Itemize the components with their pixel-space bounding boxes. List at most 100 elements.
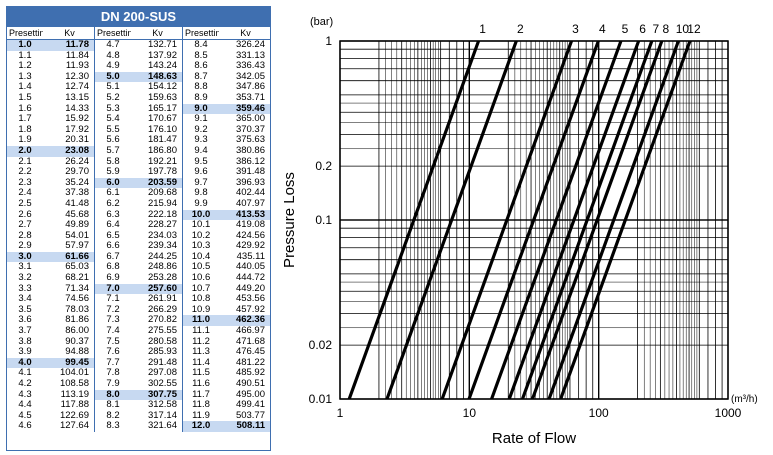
presetting-cell: 2.8: [18, 229, 32, 241]
table-row: 4.4 117.88 8.1 312.58 11.8 499.41: [7, 400, 270, 411]
header-kv: Kv: [43, 27, 94, 40]
presetting-cell: 4.6: [18, 420, 32, 432]
table-row: 4.2 108.58 7.9 302.55 11.6 490.51: [7, 378, 270, 390]
column-divider: [182, 92, 183, 104]
column-divider: [94, 71, 95, 83]
table-row: 3.8 90.37 7.5 280.58 11.2 471.68: [7, 336, 270, 348]
presetting-cell: 1.8: [18, 123, 32, 135]
presetting-cell: 12.0: [183, 421, 219, 432]
presetting-cell: 2.7: [18, 219, 32, 231]
kv-cell: 94.88: [65, 346, 89, 358]
column-divider: [182, 177, 183, 189]
kv-cell: 435.11: [236, 250, 265, 262]
presetting-cell: 4.9: [106, 60, 120, 72]
presetting-cell: 11.3: [192, 346, 210, 358]
y-tick-label: 0.02: [309, 338, 333, 352]
kv-cell: 17.92: [65, 123, 89, 135]
x-tick-label: 100: [589, 406, 609, 420]
kv-cell: 291.48: [147, 356, 177, 368]
column-divider: [94, 167, 95, 178]
kv-cell: 275.55: [147, 325, 177, 337]
column-divider: [182, 114, 183, 125]
table-row: 1.6 14.33 5.3 165.17 9.0 359.46: [7, 103, 270, 115]
table-row: 1.5 13.15 5.2 159.63 8.9 353.71: [7, 91, 270, 104]
kv-cell: 485.92: [235, 367, 265, 379]
presetting-cell: 10.9: [191, 303, 211, 315]
kv-cell: 365.00: [235, 113, 265, 125]
presetting-cell: 9.5: [194, 155, 208, 167]
presetting-cell: 5.7: [106, 144, 120, 156]
kv-cell: 234.03: [147, 229, 177, 241]
presetting-cell: 7.9: [106, 378, 120, 389]
table-row: 2.1 26.24 5.8 192.21 9.5 386.12: [7, 155, 270, 168]
column-divider: [182, 347, 183, 358]
presetting-cell: 8.6: [194, 60, 208, 72]
presetting-cell: 4.1: [18, 367, 32, 379]
presetting-cell: 5.9: [106, 166, 120, 178]
table-row: 1.7 15.92 5.4 170.67 9.1 365.00: [7, 114, 270, 125]
table-row: 1.8 17.92 5.5 176.10 9.2 370.37: [7, 123, 270, 136]
presetting-cell: 1.0: [7, 39, 43, 51]
kv-cell: 197.78: [147, 166, 177, 178]
column-divider: [94, 273, 95, 284]
presetting-cell: 6.0: [95, 177, 131, 189]
table-row: 4.3 113.19 8.0 307.75 11.7 495.00: [7, 389, 270, 401]
presetting-cell: 6.6: [106, 240, 120, 252]
table-row: 3.1 65.03 6.8 248.86 10.5 440.05: [7, 261, 270, 274]
kv-cell: 331.13: [235, 49, 265, 61]
kv-cell: 122.69: [59, 409, 89, 421]
presetting-cell: 7.1: [106, 293, 120, 305]
column-divider: [182, 357, 183, 369]
kv-cell: 359.46: [219, 103, 270, 115]
table-row: 2.9 57.97 6.6 239.34 10.3 429.92: [7, 241, 270, 252]
kv-cell: 65.03: [65, 261, 89, 273]
column-divider: [182, 389, 183, 401]
series-line-4: [467, 40, 600, 400]
column-divider: [94, 209, 95, 221]
kv-cell: 297.08: [147, 367, 177, 379]
kv-cell: 302.55: [147, 378, 177, 389]
kv-cell: 81.86: [65, 314, 89, 326]
table-header-row: Presetting Kv Presetting Kv Presetting K…: [7, 27, 270, 40]
kv-cell: 127.64: [59, 420, 89, 432]
kv-cell: 99.45: [43, 357, 94, 369]
presetting-cell: 9.2: [194, 123, 208, 135]
kv-cell: 186.80: [147, 144, 177, 156]
presetting-cell: 8.4: [194, 39, 208, 50]
kv-cell: 490.51: [235, 378, 265, 389]
kv-cell: 321.64: [147, 420, 177, 432]
kv-cell: 326.24: [235, 39, 265, 50]
presetting-cell: 8.9: [194, 91, 208, 103]
kv-cell: 380.86: [235, 144, 265, 156]
series-label-7: 7: [652, 22, 659, 36]
presetting-cell: 9.6: [194, 166, 208, 178]
presetting-cell: 2.4: [18, 187, 32, 199]
presetting-cell: 1.2: [18, 60, 32, 72]
column-divider: [182, 156, 183, 168]
presetting-cell: 5.6: [106, 134, 120, 146]
presetting-cell: 10.1: [191, 219, 211, 231]
column-divider: [182, 326, 183, 337]
kv-cell: 457.92: [235, 303, 265, 315]
kv-cell: 203.59: [131, 177, 182, 189]
series-line-5: [490, 40, 623, 400]
table-row: 2.6 45.68 6.3 222.18 10.0 413.53: [7, 209, 270, 221]
kv-cell: 413.53: [219, 209, 270, 221]
column-divider: [182, 61, 183, 72]
table-row: 2.7 49.89 6.4 228.27 10.1 419.08: [7, 219, 270, 231]
kv-cell: 11.93: [65, 60, 89, 72]
presetting-cell: 10.6: [191, 272, 211, 284]
series-label-10: 10: [676, 22, 690, 36]
kv-cell: 396.93: [235, 176, 265, 188]
kv-cell: 137.92: [147, 49, 177, 61]
presetting-cell: 10.7: [191, 282, 211, 294]
kv-cell: 462.36: [219, 315, 270, 327]
kv-cell: 78.03: [65, 303, 89, 315]
presetting-cell: 11.9: [192, 409, 210, 421]
presetting-cell: 7.0: [95, 283, 131, 295]
kv-cell: 370.37: [235, 123, 265, 135]
presetting-cell: 4.7: [106, 39, 120, 50]
table-row: 2.4 37.38 6.1 209.68 9.8 402.44: [7, 188, 270, 199]
series-line-6: [507, 40, 641, 400]
table-row: 2.3 35.24 6.0 203.59 9.7 396.93: [7, 176, 270, 189]
